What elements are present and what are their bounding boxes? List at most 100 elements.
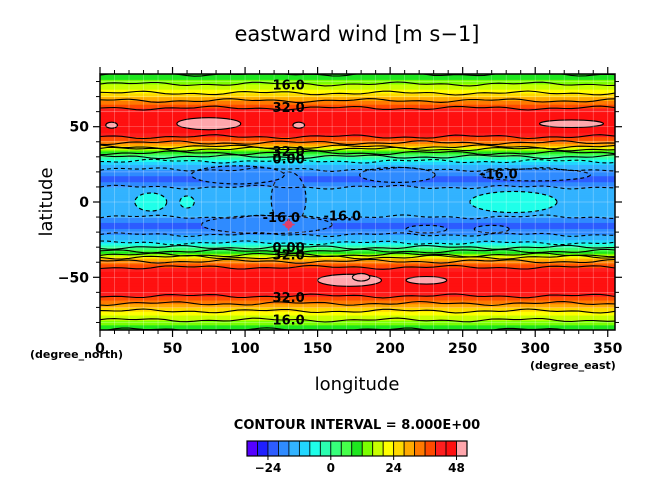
color-band [100,141,615,144]
color-band [100,125,615,128]
color-band [100,193,615,196]
color-band [100,97,615,99]
contour-line [100,81,615,87]
color-band [100,186,615,189]
color-band [100,172,615,174]
colorbar-tick-label: −24 [255,461,282,475]
color-band [100,98,615,100]
color-band [100,165,615,167]
contour-lines [100,74,615,330]
color-band [100,202,615,205]
color-band [100,101,615,103]
color-band [100,123,615,126]
color-band [100,296,615,299]
color-band [100,185,615,187]
color-band [100,95,615,97]
color-band [100,286,615,288]
color-band [100,271,615,273]
contour-blob [351,272,371,282]
color-band [100,287,615,289]
color-band [100,192,615,195]
color-band [100,297,615,299]
colorbar-swatch [456,440,468,457]
x-tick-label: 200 [376,341,405,357]
x-unit-label: (degree_east) [530,359,616,372]
x-tick-label: 50 [163,341,183,357]
color-band [100,211,615,214]
color-band [100,129,615,132]
contour-blob [292,121,306,129]
color-band [100,253,615,256]
color-band [100,107,615,110]
color-band [100,169,615,171]
color-band [100,326,615,328]
color-band [100,115,615,117]
color-band [100,212,615,214]
color-band [100,221,615,223]
color-band [100,263,615,266]
contour-blob [469,190,558,214]
color-band [100,88,615,90]
color-band [100,148,615,150]
color-band [100,323,615,325]
color-band [100,197,615,199]
y-unit-label: (degree_north) [30,348,123,361]
color-band [100,80,615,83]
x-tick-label: 150 [303,341,332,357]
contour-line [100,154,615,160]
color-band [100,102,615,104]
color-band [100,87,615,89]
color-band [100,295,615,297]
color-band [100,251,615,254]
contour-blob [179,195,195,209]
color-band [100,171,615,173]
color-band [100,206,615,208]
color-band [100,309,615,312]
colorbar-tick-label: 0 [327,461,335,475]
color-band [100,156,615,159]
color-band [100,116,615,118]
colorbar-swatch [403,440,416,457]
color-band [100,192,615,194]
color-band [100,178,615,181]
color-band [100,95,615,98]
color-band [100,200,615,202]
color-band [100,219,615,221]
color-band [100,181,615,184]
color-band [100,232,615,235]
color-band [100,300,615,302]
colorbar-swatch [257,440,269,457]
contour-line [100,98,615,103]
color-band [100,227,615,229]
color-band [100,241,615,243]
color-band [100,214,615,217]
contour-label: 0.00 [273,241,305,256]
color-band [100,150,615,153]
colorbar-swatch [424,440,436,457]
colorbar-swatch [414,440,426,457]
color-band [100,252,615,254]
contour-label: 32.0 [273,145,305,160]
colorbar-swatch [246,440,258,457]
contour-line [100,146,615,152]
color-band [100,226,615,228]
colorbar: −24 0 24 48 [246,440,468,475]
color-band [100,234,615,236]
color-band [100,146,615,148]
color-band [100,293,615,296]
color-band [100,217,615,220]
color-band [100,223,615,225]
color-band [100,224,615,226]
colorbar-swatch [340,440,353,457]
color-band [100,156,615,158]
color-band [100,313,615,315]
color-band [100,173,615,175]
color-band [100,255,615,257]
contour-line [100,214,615,220]
contour-line [100,258,615,264]
contour-blob [176,117,242,131]
color-band [100,128,615,130]
color-band [100,144,615,147]
color-band [100,210,615,212]
color-band [100,205,615,207]
